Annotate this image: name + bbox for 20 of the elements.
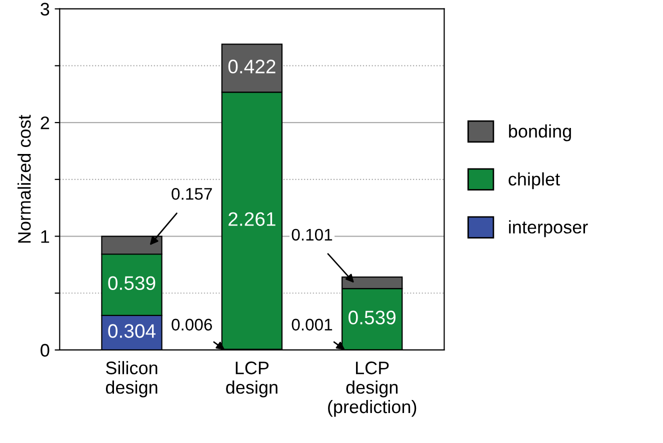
y-axis-title: Normalized cost	[18, 114, 31, 243]
data-label: 0.157	[172, 188, 212, 200]
data-label: 0.001	[292, 318, 332, 331]
legend-label: chiplet	[508, 172, 560, 190]
data-label: 0.101	[292, 228, 332, 241]
data-label: 0.006	[172, 318, 212, 331]
x-tick-label: Silicon design	[106, 361, 158, 398]
y-tick-label: 0	[40, 344, 50, 357]
data-label: 0.539	[348, 310, 396, 324]
data-label: 0.422	[228, 60, 276, 74]
y-tick-label: 3	[40, 2, 50, 16]
data-label: 0.539	[108, 276, 156, 290]
x-tick-label: LCP design	[226, 362, 278, 398]
y-tick-label: 2	[40, 116, 50, 130]
data-label: 2.261	[228, 212, 276, 226]
legend-label: bonding	[509, 124, 571, 142]
y-tick-label: 1	[41, 230, 50, 243]
legend-label: interposer	[509, 220, 588, 238]
x-tick-label: LCP design (prediction)	[328, 362, 416, 417]
data-label: 0.304	[108, 324, 156, 338]
